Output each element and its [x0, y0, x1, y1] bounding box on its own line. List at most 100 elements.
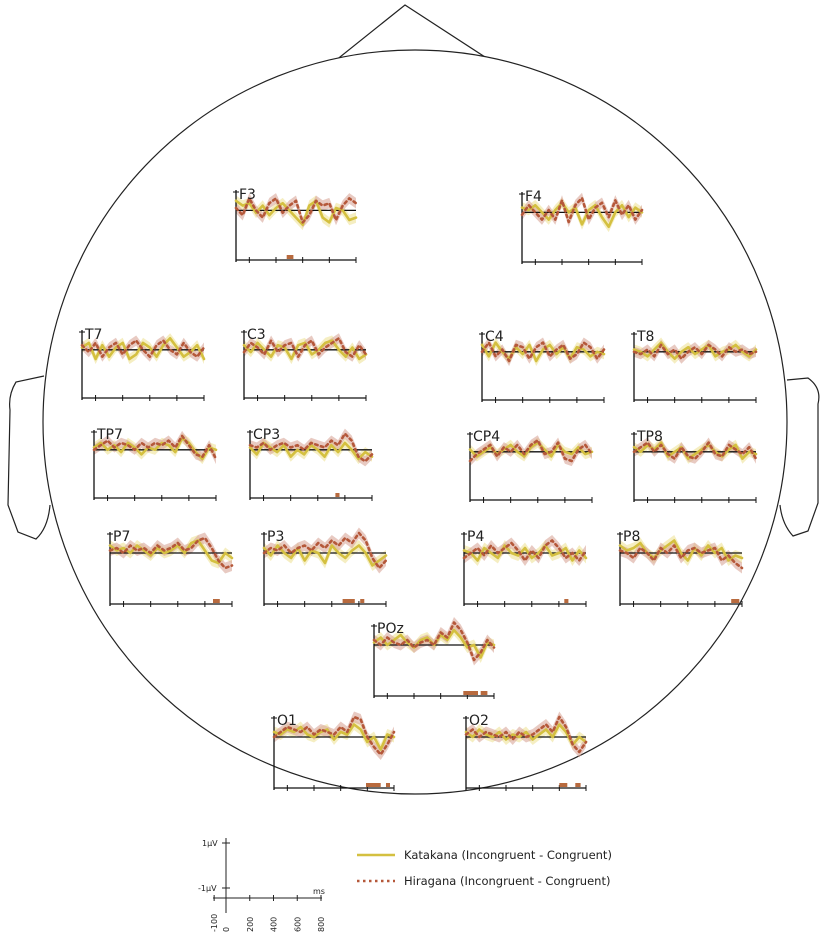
electrode-label-p4: P4 — [467, 529, 484, 545]
katakana-line-f4 — [520, 201, 644, 229]
electrode-p3: P3 — [261, 527, 388, 607]
electrode-label-o1: O1 — [277, 713, 297, 729]
hiragana-line-p7 — [108, 536, 234, 570]
electrode-p7: P7 — [107, 529, 234, 607]
hiragana-band-p4 — [464, 535, 586, 566]
katakana-line-poz — [372, 628, 496, 659]
katakana-line-o1 — [272, 723, 396, 751]
sig-bar-o1-1 — [386, 783, 390, 787]
head-outline — [7, 4, 820, 795]
sig-bar-o2-1 — [575, 783, 581, 787]
sig-bar-o1-0 — [366, 783, 381, 787]
scale-y-tick-1uv: 1µV — [202, 839, 218, 848]
legend-label-katakana: Katakana (Incongruent - Congruent) — [404, 848, 612, 862]
series-legend: Katakana (Incongruent - Congruent) Hirag… — [357, 848, 612, 888]
katakana-line-o2 — [464, 723, 588, 746]
katakana-line-cp4 — [468, 441, 594, 458]
sig-bar-poz-0 — [463, 691, 478, 695]
electrode-o1: O1 — [271, 711, 396, 791]
scale-x-unit-label: ms — [313, 887, 325, 896]
electrode-label-c4: C4 — [485, 329, 504, 345]
hiragana-line-o2 — [464, 715, 588, 754]
sig-bar-poz-1 — [480, 691, 488, 695]
sig-bar-p8-0 — [731, 599, 740, 603]
hiragana-line-p4 — [462, 539, 588, 562]
hiragana-line-p8 — [618, 544, 744, 570]
katakana-band-tp8 — [634, 437, 756, 464]
hiragana-line-poz — [372, 621, 496, 662]
scalp-circle — [42, 49, 788, 795]
electrode-p4: P4 — [461, 529, 588, 607]
electrode-cp4: CP4 — [467, 429, 594, 503]
katakana-line-p3 — [262, 544, 388, 567]
hiragana-line-c4 — [480, 341, 606, 363]
electrode-tp7: TP7 — [91, 427, 218, 501]
electrode-label-o2: O2 — [469, 713, 489, 729]
electrode-cp3: CP3 — [247, 427, 374, 501]
electrode-label-poz: POz — [377, 621, 404, 637]
hiragana-line-p3 — [262, 531, 388, 570]
hiragana-line-f4 — [520, 196, 644, 224]
electrode-label-t8: T8 — [636, 329, 654, 345]
sig-bar-p7-0 — [213, 599, 220, 603]
sig-bar-f3-0 — [286, 255, 294, 259]
electrode-f4: F4 — [519, 189, 644, 265]
katakana-line-p8 — [618, 539, 744, 562]
hiragana-line-t7 — [80, 339, 206, 359]
scale-x-tick-label-1: 0 — [222, 927, 231, 932]
hiragana-band-f4 — [522, 192, 642, 228]
electrode-o2: O2 — [463, 711, 588, 791]
electrode-label-p8: P8 — [623, 529, 640, 545]
katakana-line-tp8 — [632, 441, 758, 461]
electrode-label-cp4: CP4 — [473, 429, 500, 445]
hiragana-line-t8 — [632, 343, 758, 361]
hiragana-band-f3 — [236, 193, 356, 228]
electrode-c4: C4 — [479, 329, 606, 403]
electrode-label-p3: P3 — [267, 529, 284, 545]
scale-y-tick-minus1uv: -1µV — [198, 884, 217, 893]
katakana-line-t7 — [80, 336, 206, 361]
electrode-tp8: TP8 — [631, 429, 758, 503]
scale-x-tick-label-3: 400 — [270, 917, 279, 932]
electrode-label-p7: P7 — [113, 529, 130, 545]
hiragana-line-cp3 — [248, 432, 374, 463]
katakana-band-f4 — [522, 197, 642, 233]
electrode-poz: POz — [371, 617, 496, 699]
sig-bar-p3-1 — [360, 599, 365, 603]
hiragana-line-tp7 — [92, 434, 218, 461]
electrode-label-tp8: TP8 — [636, 429, 663, 445]
scale-x-ticks: -100 0 200 400 600 800 — [210, 895, 326, 932]
scale-x-tick-label-0: -100 — [210, 914, 219, 932]
electrode-label-t7: T7 — [84, 327, 102, 343]
hiragana-line-c3 — [242, 336, 368, 359]
hiragana-band-o1 — [274, 711, 394, 760]
electrode-c3: C3 — [241, 327, 368, 401]
sig-bar-p3-0 — [342, 599, 355, 603]
legend-label-hiragana: Hiragana (Incongruent - Congruent) — [404, 874, 610, 888]
hiragana-line-tp8 — [632, 441, 758, 461]
electrode-label-f4: F4 — [525, 189, 542, 205]
right-ear-shape — [779, 377, 820, 537]
hiragana-band-c4 — [482, 337, 604, 367]
scale-x-tick-label-5: 800 — [317, 917, 326, 932]
katakana-line-tp7 — [92, 436, 218, 461]
scale-x-tick-label-4: 600 — [293, 917, 302, 932]
electrode-t7: T7 — [79, 327, 206, 401]
katakana-line-t8 — [632, 341, 758, 361]
sig-bar-p4-0 — [564, 599, 569, 603]
electrode-plots: F3 F4 T7 C3 C4 T8 TP7 CP3 CP4 TP8 P7 P3 P4 P8 POz O1 O2 — [79, 187, 758, 791]
katakana-line-c3 — [242, 339, 368, 361]
sig-bar-o2-0 — [559, 783, 568, 787]
hiragana-line-f3 — [234, 197, 358, 224]
electrode-label-tp7: TP7 — [96, 427, 123, 443]
scale-x-tick-label-2: 200 — [246, 917, 255, 932]
katakana-line-p4 — [462, 544, 588, 562]
katakana-line-cp3 — [248, 441, 374, 461]
hiragana-band-poz — [374, 617, 494, 666]
electrode-f3: F3 — [233, 187, 358, 263]
sig-bar-cp3-0 — [335, 493, 340, 497]
scale-legend: 1µV -1µV ms -100 0 200 400 600 800 — [198, 838, 326, 932]
katakana-line-p7 — [108, 539, 234, 565]
electrode-t8: T8 — [631, 329, 758, 403]
